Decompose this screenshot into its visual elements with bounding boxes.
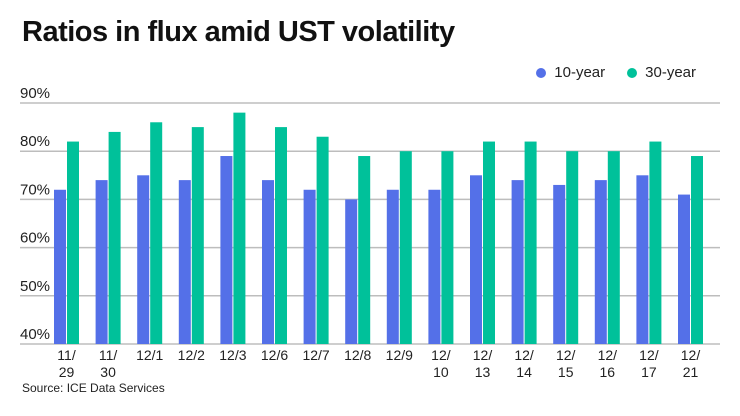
bar-30-year-12/2 bbox=[191, 127, 204, 344]
bar-30-year-12/7 bbox=[316, 136, 329, 344]
bar-10-year-12/8 bbox=[345, 199, 358, 344]
bar-10-year-12/6 bbox=[262, 180, 274, 344]
legend-item-10-year: 10-year bbox=[536, 64, 605, 81]
bar-30-year-12/9 bbox=[399, 151, 412, 344]
legend-swatch-30-year bbox=[627, 67, 638, 78]
y-tick-label: 50% bbox=[20, 278, 50, 295]
bar-30-year-12/6 bbox=[275, 127, 287, 344]
legend-label: 10-year bbox=[554, 64, 606, 81]
x-tick-label: 12/3 bbox=[219, 347, 246, 363]
bar-30-year-12/8 bbox=[358, 156, 371, 344]
chart-title: Ratios in flux amid UST volatility bbox=[22, 16, 455, 48]
bar-10-year-12/14 bbox=[511, 180, 524, 344]
bar-30-year-12/21 bbox=[691, 156, 703, 344]
bar-30-year-12/1 bbox=[150, 122, 163, 344]
bar-30-year-12/17 bbox=[649, 141, 662, 344]
x-tick-label: 12/10 bbox=[431, 347, 451, 380]
bar-10-year-12/15 bbox=[553, 184, 566, 344]
x-tick-label: 12/16 bbox=[598, 347, 618, 380]
x-tick-label: 12/9 bbox=[386, 347, 413, 363]
x-tick-label: 12/17 bbox=[639, 347, 659, 380]
bar-30-year-12/13 bbox=[483, 141, 495, 344]
x-tick-label: 12/6 bbox=[261, 347, 288, 363]
y-tick-label: 90% bbox=[20, 85, 50, 102]
y-tick-label: 70% bbox=[20, 181, 50, 198]
bar-10-year-12/2 bbox=[178, 180, 191, 344]
bar-10-year-12/13 bbox=[470, 175, 482, 344]
y-tick-label: 40% bbox=[20, 326, 50, 343]
x-tick-label: 12/21 bbox=[681, 347, 701, 380]
bar-30-year-12/3 bbox=[233, 112, 246, 344]
legend-item-30-year: 30-year bbox=[627, 64, 696, 81]
legend: 10-year 30-year bbox=[536, 64, 696, 81]
bar-10-year-12/9 bbox=[386, 189, 399, 344]
x-tick-label: 12/14 bbox=[514, 347, 534, 380]
x-tick-label: 12/1 bbox=[136, 347, 163, 363]
bar-10-year-12/17 bbox=[636, 175, 649, 344]
x-tick-label: 12/13 bbox=[473, 347, 493, 380]
x-tick-label: 12/7 bbox=[302, 347, 329, 363]
bar-30-year-12/14 bbox=[524, 141, 537, 344]
x-tick-label: 11/30 bbox=[99, 347, 118, 380]
bar-10-year-12/1 bbox=[137, 175, 150, 344]
bar-10-year-12/10 bbox=[428, 189, 441, 344]
bar-30-year-11/30 bbox=[108, 131, 121, 344]
legend-label: 30-year bbox=[645, 64, 696, 81]
bar-10-year-12/21 bbox=[678, 194, 690, 344]
x-tick-label: 11/29 bbox=[57, 347, 76, 380]
bar-10-year-11/30 bbox=[95, 180, 108, 344]
x-tick-label: 12/15 bbox=[556, 347, 576, 380]
x-tick-label: 12/8 bbox=[344, 347, 371, 363]
bar-10-year-12/7 bbox=[303, 189, 316, 344]
bar-30-year-12/15 bbox=[566, 151, 579, 344]
y-tick-label: 80% bbox=[20, 133, 50, 150]
bar-10-year-12/3 bbox=[220, 156, 233, 344]
bar-10-year-11/29 bbox=[54, 189, 66, 344]
bar-10-year-12/16 bbox=[594, 180, 607, 344]
bar-30-year-11/29 bbox=[67, 141, 79, 344]
y-tick-label: 60% bbox=[20, 230, 50, 247]
source-note: Source: ICE Data Services bbox=[22, 381, 165, 395]
bar-30-year-12/16 bbox=[607, 151, 620, 344]
bar-30-year-12/10 bbox=[441, 151, 454, 344]
x-tick-label: 12/2 bbox=[178, 347, 205, 363]
legend-swatch-10-year bbox=[536, 67, 547, 78]
